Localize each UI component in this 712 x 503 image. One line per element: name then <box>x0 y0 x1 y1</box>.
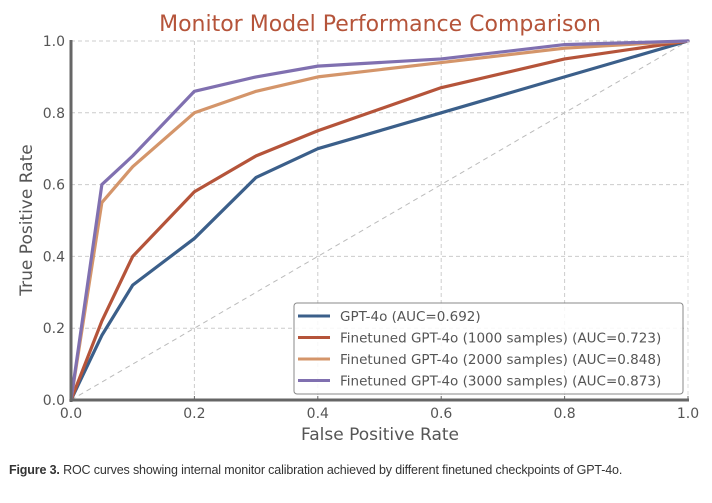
random-reference-line <box>70 40 689 401</box>
x-tick-label-4: 0.8 <box>553 406 575 422</box>
legend-label-3: Finetuned GPT-4o (3000 samples) (AUC=0.8… <box>340 374 661 390</box>
x-tick-label-2: 0.4 <box>307 406 329 422</box>
y-tick-label-3: 0.6 <box>43 178 65 194</box>
series-line-3 <box>69 39 690 402</box>
series-lines <box>69 39 690 402</box>
tick-labels: 0.0 0.2 0.4 0.6 0.8 1.0 0.0 0.2 0.4 0.6 0.8 1.0 <box>43 34 699 422</box>
series-line-2 <box>69 39 690 402</box>
legend-label-2: Finetuned GPT-4o (2000 samples) (AUC=0.8… <box>340 352 661 368</box>
x-tick-label-1: 0.2 <box>183 406 205 422</box>
y-axis-label: True Positive Rate <box>17 144 37 296</box>
legend-box <box>293 302 684 395</box>
x-tick-label-3: 0.6 <box>430 406 452 422</box>
figure-label: Figure 3. <box>9 463 60 477</box>
y-tick-label-1: 0.2 <box>43 321 65 337</box>
y-tick-label-5: 1.0 <box>43 34 65 50</box>
x-tick-label-0: 0.0 <box>60 406 82 422</box>
y-tick-label-2: 0.4 <box>43 249 65 265</box>
y-tick-label-0: 0.0 <box>43 393 65 409</box>
axes <box>69 40 689 402</box>
legend-label-1: Finetuned GPT-4o (1000 samples) (AUC=0.7… <box>340 331 661 347</box>
series-line-0 <box>69 39 690 402</box>
legend: GPT-4o (AUC=0.692) Finetuned GPT-4o (1000… <box>293 302 684 395</box>
chart-title: Monitor Model Performance Comparison <box>159 12 601 37</box>
y-tick-label-4: 0.8 <box>43 106 65 122</box>
figure-caption: Figure 3. ROC curves showing internal mo… <box>9 463 622 477</box>
series-line-1 <box>69 39 690 402</box>
x-tick-label-5: 1.0 <box>677 406 699 422</box>
roc-chart: 0.0 0.2 0.4 0.6 0.8 1.0 0.0 0.2 0.4 0.6 0.8 1.0 Mon… <box>17 12 699 445</box>
x-axis-label: False Positive Rate <box>301 425 459 445</box>
legend-label-0: GPT-4o (AUC=0.692) <box>340 309 481 325</box>
caption-text: ROC curves showing internal monitor cali… <box>59 463 623 477</box>
